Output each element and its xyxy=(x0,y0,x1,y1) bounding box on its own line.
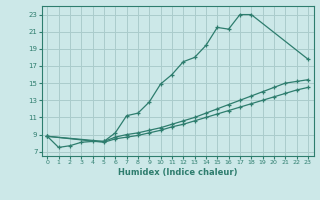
X-axis label: Humidex (Indice chaleur): Humidex (Indice chaleur) xyxy=(118,168,237,177)
